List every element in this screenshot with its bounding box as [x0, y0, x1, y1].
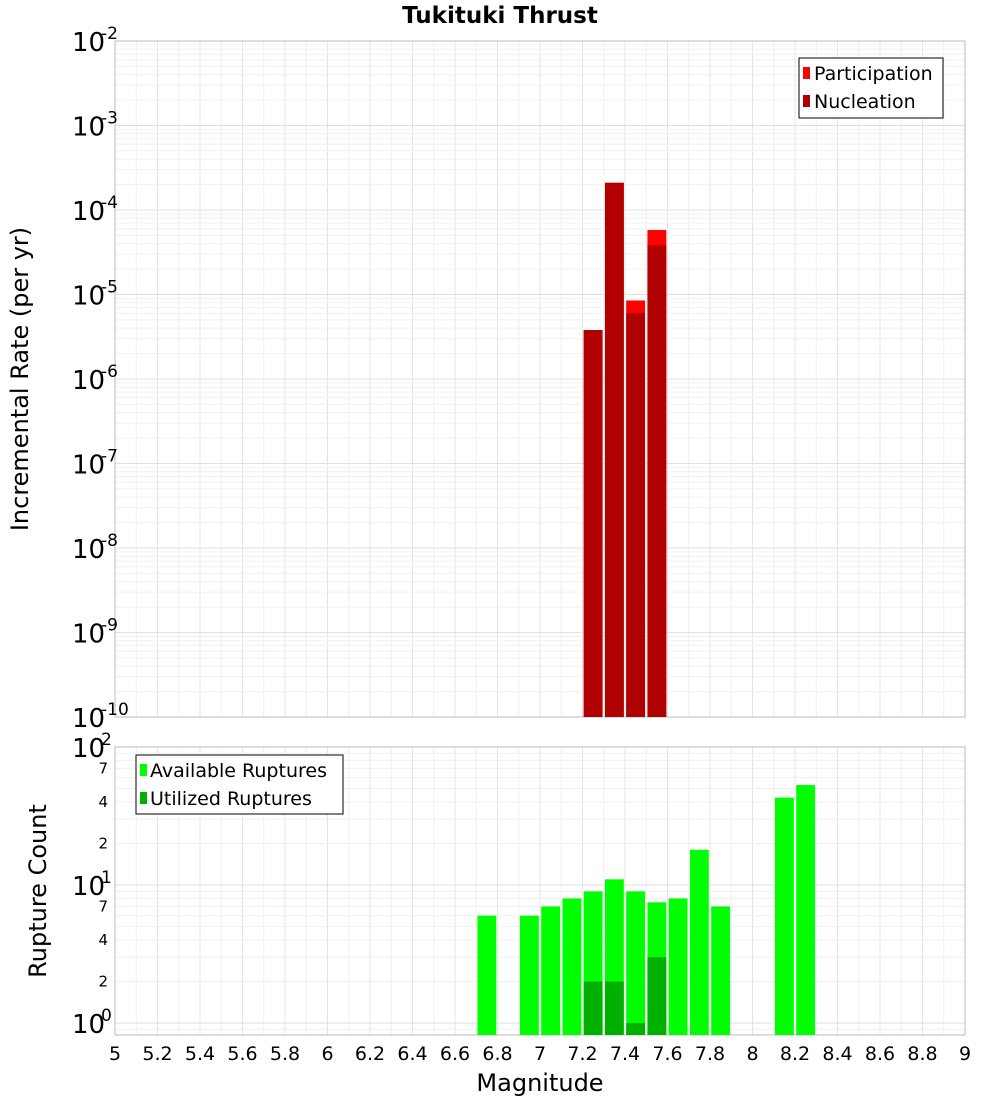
top-y-tick-label: 10	[72, 366, 105, 396]
x-tick-label: 6.8	[482, 1043, 512, 1065]
top-y-tick-exponent: -8	[101, 531, 118, 551]
legend-swatch-nucleation	[803, 95, 810, 107]
top-y-tick-exponent: -9	[101, 616, 118, 636]
top-y-tick-label: 10	[72, 113, 105, 143]
x-tick-label: 8.4	[822, 1043, 852, 1065]
top-y-tick-label: 10	[72, 620, 105, 650]
top-y-axis-title: Incremental Rate (per yr)	[6, 227, 34, 531]
bottom-y-minor-tick-label: 7	[98, 897, 108, 915]
bar-available-ruptures	[796, 785, 816, 1035]
legend-swatch-participation	[803, 67, 810, 79]
bar-nucleation	[626, 313, 646, 717]
bottom-y-tick-exponent: 0	[101, 1006, 112, 1026]
bottom-y-minor-tick-label: 4	[98, 793, 108, 811]
bar-nucleation	[583, 330, 603, 717]
bar-utilized-ruptures	[604, 981, 624, 1035]
x-tick-label: 7.8	[695, 1043, 725, 1065]
x-tick-label: 8.8	[907, 1043, 937, 1065]
bar-available-ruptures	[689, 849, 709, 1035]
bottom-y-tick-exponent: 2	[101, 730, 112, 750]
top-plot-frame	[114, 40, 966, 718]
top-legend-box	[798, 57, 944, 119]
top-y-tick-label: 10	[72, 197, 105, 227]
bar-utilized-ruptures	[647, 957, 667, 1035]
bar-available-ruptures	[562, 898, 582, 1035]
x-tick-label: 6.6	[440, 1043, 470, 1065]
bottom-y-minor-tick-label: 2	[98, 834, 108, 852]
x-tick-label: 8	[746, 1043, 758, 1065]
top-y-tick-exponent: -4	[101, 193, 118, 213]
top-y-tick-exponent: -10	[101, 700, 129, 720]
bar-available-ruptures	[626, 891, 646, 1035]
top-y-tick-label: 10	[72, 451, 105, 481]
bar-available-ruptures	[668, 898, 688, 1035]
x-tick-label: 5	[109, 1043, 121, 1065]
bottom-legend: Available Ruptures Utilized Ruptures	[135, 754, 344, 815]
x-tick-label: 6.4	[397, 1043, 427, 1065]
x-tick-label: 7.4	[610, 1043, 640, 1065]
bottom-y-minor-tick-label: 2	[98, 973, 108, 991]
bottom-y-minor-tick-label: 7	[98, 759, 108, 777]
legend-label-utilized: Utilized Ruptures	[150, 788, 312, 810]
x-tick-label: 6	[321, 1043, 333, 1065]
bar-available-ruptures	[711, 906, 731, 1035]
x-tick-label: 6.2	[355, 1043, 385, 1065]
bottom-y-tick-label: 10	[72, 734, 105, 764]
chart-title: Tukituki Thrust	[402, 3, 598, 29]
bar-nucleation	[604, 182, 624, 718]
x-tick-label: 7	[534, 1043, 546, 1065]
bottom-y-minor-tick-label: 4	[98, 931, 108, 949]
top-y-tick-exponent: -5	[101, 278, 118, 298]
x-tick-label: 9	[959, 1043, 971, 1065]
x-tick-label: 5.2	[142, 1043, 172, 1065]
x-tick-label: 8.2	[780, 1043, 810, 1065]
legend-label-nucleation: Nucleation	[814, 91, 916, 113]
top-y-tick-label: 10	[72, 704, 105, 734]
bottom-y-axis-title: Rupture Count	[24, 804, 52, 978]
bottom-y-tick-label: 10	[72, 1010, 105, 1040]
legend-swatch-utilized	[140, 792, 147, 804]
x-tick-label: 5.4	[185, 1043, 215, 1065]
legend-label-available: Available Ruptures	[150, 760, 327, 782]
x-tick-label: 5.6	[227, 1043, 257, 1065]
bar-available-ruptures	[541, 906, 561, 1035]
top-y-tick-label: 10	[72, 535, 105, 565]
bottom-plot-frame	[114, 746, 966, 1036]
top-y-tick-exponent: -6	[101, 362, 118, 382]
bottom-legend-box	[135, 754, 344, 815]
x-tick-label: 7.2	[567, 1043, 597, 1065]
bar-nucleation	[647, 245, 667, 717]
bar-available-ruptures	[519, 915, 539, 1035]
top-y-tick-exponent: -7	[101, 447, 118, 467]
x-axis-title: Magnitude	[476, 1069, 603, 1097]
top-y-tick-exponent: -2	[101, 24, 118, 44]
top-y-tick-label: 10	[72, 282, 105, 312]
legend-swatch-available	[140, 764, 147, 776]
top-y-tick-label: 10	[72, 28, 105, 58]
bar-utilized-ruptures	[626, 1023, 646, 1035]
x-tick-label: 7.6	[652, 1043, 682, 1065]
bar-utilized-ruptures	[583, 981, 603, 1035]
x-tick-label: 8.6	[865, 1043, 895, 1065]
bottom-y-tick-label: 10	[72, 872, 105, 902]
bar-available-ruptures	[477, 915, 497, 1035]
top-legend: Participation Nucleation	[798, 57, 944, 119]
legend-label-participation: Participation	[814, 63, 933, 85]
top-y-tick-exponent: -3	[101, 109, 118, 129]
bar-available-ruptures	[774, 797, 794, 1035]
x-tick-label: 5.8	[270, 1043, 300, 1065]
bottom-y-tick-exponent: 1	[101, 868, 112, 888]
